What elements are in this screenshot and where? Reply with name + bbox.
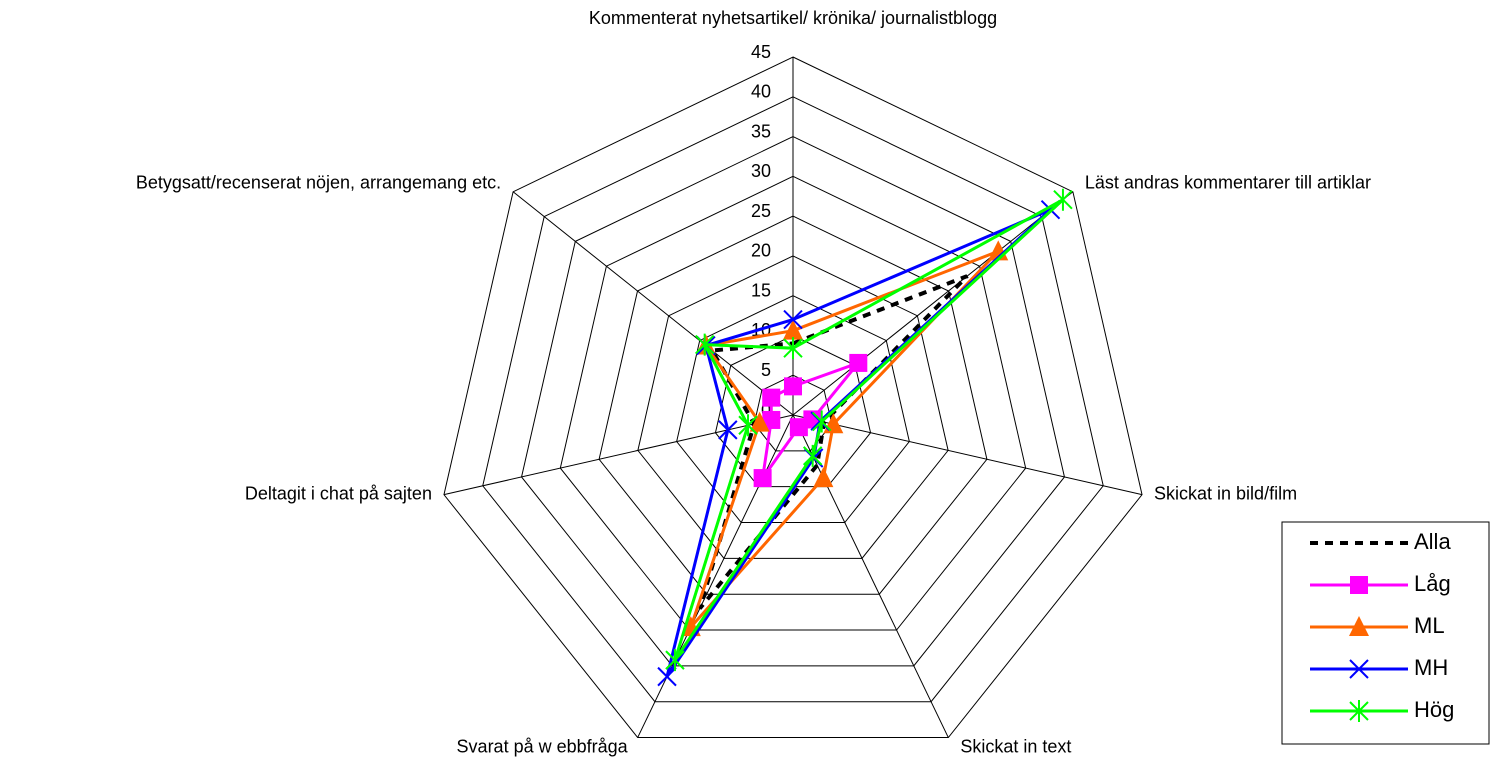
axis-label: Deltagit i chat på sajten — [245, 483, 432, 503]
r-tick-label: 5 — [761, 360, 771, 380]
data-point — [813, 467, 834, 488]
legend-label: Låg — [1414, 571, 1451, 596]
data-point — [753, 469, 772, 488]
grid-ring — [482, 96, 1104, 703]
series-line — [689, 249, 1000, 629]
data-point — [694, 333, 715, 356]
data-point — [784, 377, 802, 396]
r-tick-label: 35 — [751, 121, 771, 141]
spoke — [443, 414, 794, 496]
r-tick-label: 25 — [751, 201, 771, 221]
legend-marker — [1349, 700, 1369, 722]
data-point — [811, 410, 832, 433]
r-tick-label: 40 — [751, 82, 771, 102]
spoke — [792, 414, 949, 738]
legend-marker — [1349, 616, 1369, 636]
data-point — [783, 319, 803, 340]
grid-ring — [443, 56, 1143, 739]
axis-label: Skickat in bild/film — [1154, 483, 1297, 503]
data-point — [1053, 188, 1073, 211]
legend-marker — [1350, 576, 1368, 594]
grid-ring — [637, 255, 949, 559]
spoke — [792, 191, 1074, 416]
axis-label: Skickat in text — [960, 736, 1071, 756]
legend-box — [1281, 521, 1490, 745]
data-point — [783, 309, 803, 330]
data-point — [718, 420, 738, 440]
axis-label: Läst andras kommentarer till artiklar — [1085, 173, 1371, 193]
axis-label: Kommenterat nyhetsartikel/ krönika/ jour… — [589, 8, 997, 28]
r-tick-label: 0 — [761, 400, 771, 420]
r-tick-label: 15 — [751, 280, 771, 300]
r-tick-label: 30 — [751, 161, 771, 181]
series-line — [673, 198, 1064, 661]
data-point — [665, 649, 685, 672]
legend-label: MH — [1414, 655, 1448, 680]
data-point — [849, 353, 868, 372]
data-point — [789, 418, 808, 437]
axis-label: Betygsatt/recenserat nöjen, arrangemang … — [136, 173, 501, 193]
series-line — [665, 208, 1052, 678]
legend-label: Hög — [1414, 697, 1454, 722]
data-point — [802, 444, 823, 467]
legend-label: Alla — [1414, 529, 1451, 554]
grid-ring — [598, 215, 988, 595]
spoke — [792, 414, 1143, 496]
data-point — [762, 410, 781, 429]
legend-marker — [1349, 659, 1369, 679]
data-point — [749, 411, 770, 432]
r-tick-label: 45 — [751, 42, 771, 62]
data-point — [783, 337, 803, 360]
axis-label: Svarat på w ebbfråga — [457, 736, 629, 756]
grid-ring — [559, 175, 1027, 631]
data-point — [762, 388, 781, 407]
r-tick-label: 20 — [751, 241, 771, 261]
grid-ring — [753, 374, 833, 452]
data-point — [738, 414, 758, 437]
legend-label: ML — [1414, 613, 1445, 638]
spoke — [637, 414, 794, 738]
grid-ring — [520, 136, 1066, 667]
spoke — [512, 191, 794, 416]
data-point — [657, 666, 677, 687]
